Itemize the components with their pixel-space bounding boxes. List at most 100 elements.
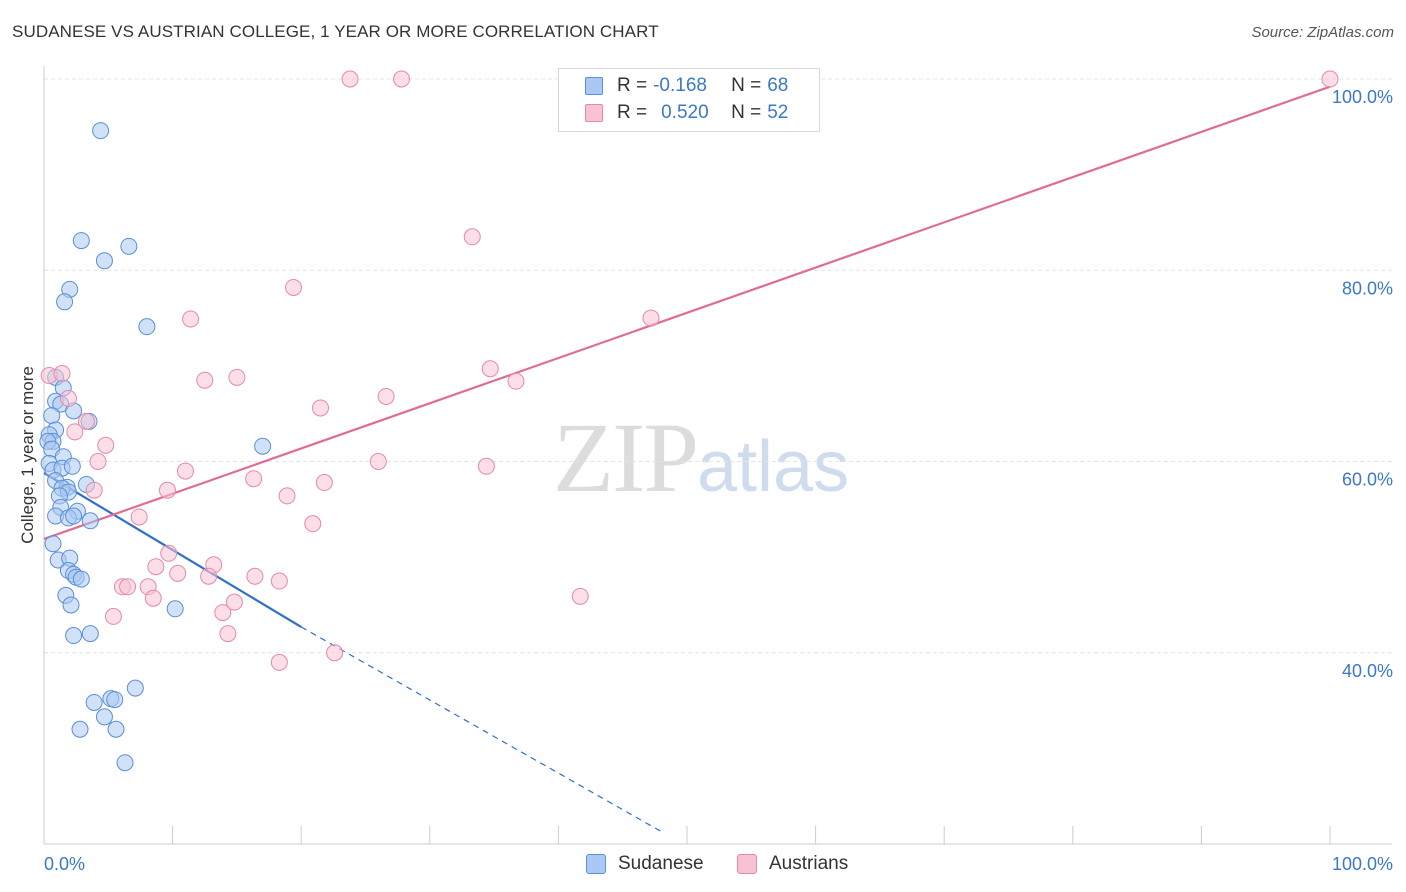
austrians-point	[214, 604, 232, 622]
austrians-trend-line	[43, 85, 1331, 540]
austrians-point	[369, 453, 387, 470]
watermark: ZIPatlas	[553, 400, 849, 515]
sudanese-point	[107, 720, 125, 738]
bottom-legend-sudanese: Sudanese	[586, 852, 704, 876]
sudanese-point	[81, 625, 99, 643]
austrians-point	[326, 644, 344, 662]
austrians-point	[196, 371, 214, 389]
bottom-legend-label-austrians: Austrians	[769, 853, 849, 874]
austrians-point	[284, 278, 302, 296]
watermark-zip: ZIP	[553, 402, 699, 513]
chart-title: SUDANESE VS AUSTRIAN COLLEGE, 1 YEAR OR …	[12, 22, 659, 41]
sudanese-point	[65, 507, 83, 525]
legend-n-value: 52	[767, 102, 789, 123]
bottom-legend-swatch-sudanese	[586, 854, 606, 874]
austrians-point	[147, 558, 165, 576]
sudanese-point	[65, 627, 83, 645]
sudanese-point	[63, 457, 81, 475]
austrians-point	[119, 578, 137, 596]
sudanese-point	[44, 535, 62, 553]
austrians-point	[85, 481, 103, 499]
sudanese-point	[62, 596, 80, 614]
legend-swatch-sudanese	[585, 77, 603, 95]
austrians-point	[377, 387, 395, 405]
austrians-point	[315, 474, 333, 492]
sudanese-point	[71, 720, 89, 738]
sudanese-point	[72, 232, 90, 250]
legend-row-sudanese: R = -0.168 N = 68	[585, 73, 788, 99]
sudanese-point	[72, 570, 90, 588]
austrians-point	[481, 360, 499, 378]
sudanese-point	[138, 318, 156, 336]
sudanese-point	[43, 407, 61, 425]
austrians-point	[311, 399, 329, 417]
legend-r-value: -0.168	[653, 75, 707, 96]
austrians-point	[270, 572, 288, 590]
austrians-point	[169, 564, 187, 582]
y-tick-label: 40.0%	[1342, 661, 1393, 681]
austrians-point	[571, 587, 589, 605]
x-tick-label: 0.0%	[44, 854, 85, 874]
sudanese-trend-line-extension	[300, 626, 662, 833]
austrians-point	[219, 625, 237, 643]
bottom-legend-swatch-austrians	[737, 854, 757, 874]
austrians-point	[304, 515, 322, 533]
sudanese-point	[254, 437, 272, 455]
legend-n-value: 68	[767, 75, 789, 96]
austrians-point	[642, 309, 660, 327]
austrians-point	[182, 310, 200, 328]
austrians-point	[77, 412, 95, 430]
sudanese-point	[166, 600, 184, 618]
austrians-point	[228, 368, 246, 386]
axes	[43, 66, 1392, 845]
sudanese-point	[106, 691, 124, 709]
trend-lines	[43, 85, 1331, 833]
legend-r-value: 0.520	[661, 102, 709, 123]
legend-swatch-austrians	[585, 104, 603, 122]
legend-r-label: R =	[617, 102, 648, 123]
austrians-point	[341, 70, 359, 88]
austrians-point	[477, 457, 495, 475]
stats-legend: R = -0.168 N = 68 R = 0.520 N = 52	[558, 68, 820, 132]
austrians-point	[278, 487, 296, 505]
austrians-point	[97, 436, 115, 454]
austrians-point	[158, 481, 176, 499]
austrians-point	[160, 544, 178, 562]
sudanese-point	[92, 122, 110, 140]
legend-row-austrians: R = 0.520 N = 52	[585, 100, 788, 126]
austrians-point	[53, 365, 71, 383]
austrians-point	[393, 70, 411, 88]
y-tick-label: 60.0%	[1342, 470, 1393, 490]
sudanese-point	[120, 237, 138, 255]
austrians-point	[89, 453, 107, 470]
sudanese-point	[81, 512, 99, 530]
y-axis-label: College, 1 year or more	[18, 366, 37, 544]
sudanese-point	[56, 293, 74, 311]
sudanese-point	[95, 252, 113, 270]
legend-r-label: R =	[617, 75, 648, 96]
sudanese-point	[126, 679, 144, 697]
bottom-legend-label-sudanese: Sudanese	[618, 853, 704, 874]
austrians-point	[507, 372, 525, 390]
y-tick-label: 80.0%	[1342, 278, 1393, 298]
watermark-atlas: atlas	[697, 427, 850, 507]
data-points	[39, 70, 1339, 772]
tick-labels: 40.0% 60.0% 80.0% 100.0% 0.0% 100.0%	[44, 87, 1393, 874]
austrians-point	[130, 508, 148, 526]
legend-n-label: N =	[731, 102, 762, 123]
austrians-point	[1321, 70, 1339, 88]
austrians-point	[59, 389, 77, 407]
legend-n-label: N =	[731, 75, 762, 96]
source-label: Source: ZipAtlas.com	[1251, 24, 1394, 41]
austrians-point	[245, 470, 263, 488]
sudanese-point	[95, 708, 113, 726]
austrians-point	[270, 653, 288, 671]
austrians-point	[66, 423, 84, 441]
austrians-point	[246, 567, 264, 585]
austrians-point	[225, 593, 243, 611]
grid-lines	[44, 78, 1392, 654]
austrians-point	[463, 228, 481, 246]
austrians-point	[104, 607, 122, 625]
austrians-point	[144, 589, 162, 607]
